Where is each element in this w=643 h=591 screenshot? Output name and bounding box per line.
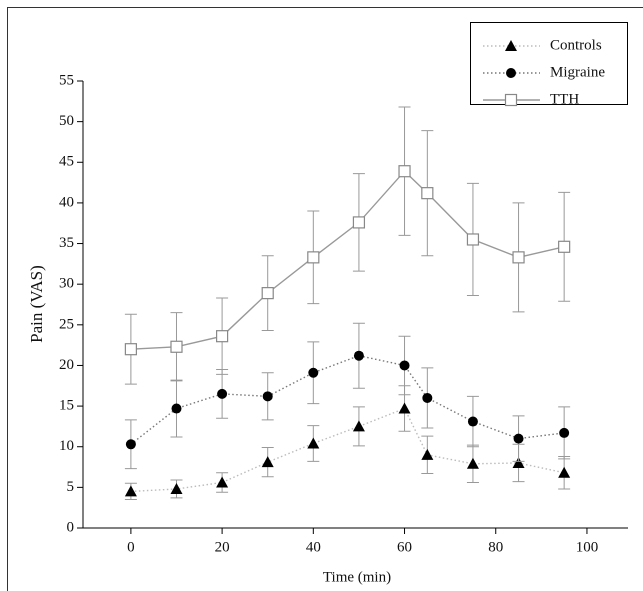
marker (353, 350, 364, 361)
y-tick-label: 5 (67, 479, 75, 495)
legend (470, 22, 628, 105)
x-tick-label: 80 (488, 539, 503, 555)
x-axis-label: Time (min) (323, 569, 391, 585)
x-tick-label: 60 (397, 539, 412, 555)
legend-marker (505, 40, 517, 51)
y-tick-label: 45 (59, 154, 74, 170)
marker (216, 330, 229, 343)
marker (217, 388, 228, 399)
marker (512, 251, 525, 264)
marker (125, 439, 136, 450)
marker (261, 287, 274, 300)
marker (171, 403, 182, 414)
marker (421, 448, 434, 460)
legend-label: Migraine (550, 64, 605, 80)
legend-marker (504, 93, 518, 107)
marker (466, 457, 479, 469)
marker (422, 392, 433, 403)
marker (559, 427, 570, 438)
marker (124, 343, 137, 356)
y-tick-label: 0 (67, 519, 75, 535)
marker (398, 165, 411, 178)
marker (467, 416, 478, 427)
legend-label: TTH (550, 91, 579, 107)
marker (261, 456, 274, 468)
legend-label: Controls (550, 37, 602, 53)
marker (398, 402, 411, 414)
marker (262, 391, 273, 402)
y-tick-label: 40 (59, 194, 74, 210)
series-line (130, 354, 565, 445)
marker (352, 420, 365, 432)
x-tick-label: 0 (127, 539, 135, 555)
marker (308, 367, 319, 378)
marker (421, 187, 434, 200)
y-tick-label: 15 (59, 398, 74, 414)
marker (352, 216, 366, 229)
x-tick-label: 20 (215, 539, 230, 555)
x-tick-label: 40 (306, 539, 321, 555)
marker (558, 240, 571, 253)
legend-marker (506, 68, 516, 78)
marker (466, 233, 480, 246)
marker (307, 251, 320, 264)
frame (7, 7, 643, 591)
marker (307, 437, 320, 449)
marker (399, 360, 410, 371)
y-tick-label: 25 (59, 316, 74, 332)
marker (558, 466, 571, 478)
marker (216, 476, 229, 488)
x-tick-label: 100 (576, 539, 599, 555)
y-tick-label: 50 (59, 113, 74, 129)
y-tick-label: 35 (59, 235, 74, 251)
marker (170, 482, 183, 494)
marker (170, 340, 183, 353)
marker (513, 433, 524, 444)
y-tick-label: 10 (59, 438, 74, 454)
marker (124, 485, 137, 497)
y-tick-label: 20 (59, 357, 74, 373)
y-axis-label: Pain (VAS) (27, 265, 46, 343)
series-line (130, 407, 565, 493)
marker (512, 456, 525, 468)
y-tick-label: 30 (59, 276, 74, 292)
y-tick-label: 55 (59, 72, 74, 88)
series-line (130, 170, 565, 350)
